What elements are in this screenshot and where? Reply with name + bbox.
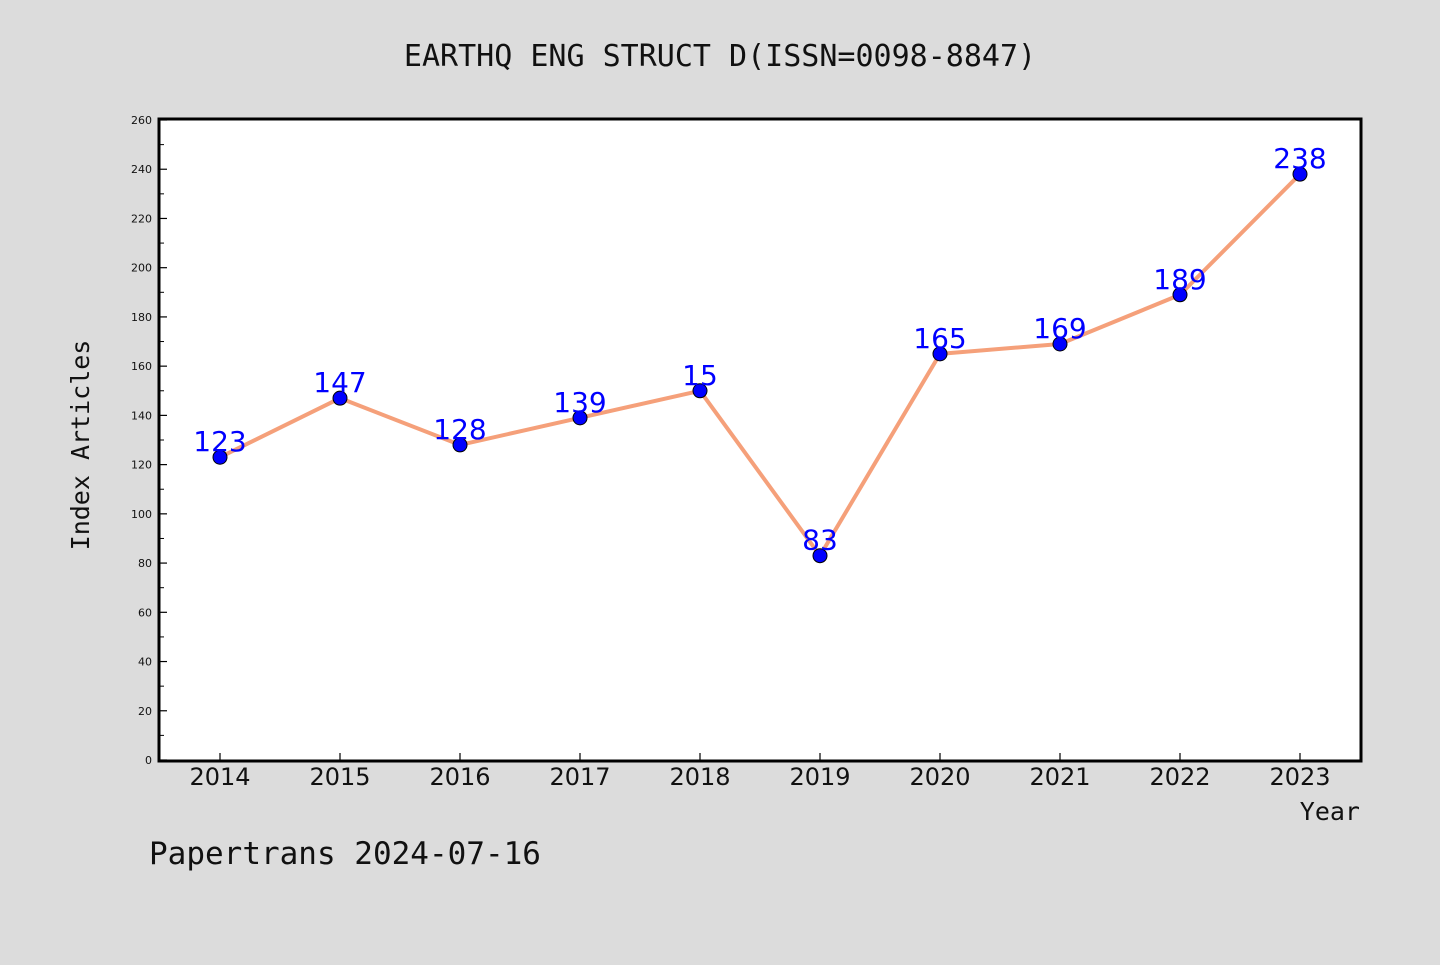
series-line — [219, 172, 1302, 558]
data-label-2015: 147 — [313, 366, 366, 399]
x-tick-label: 2019 — [789, 763, 850, 791]
x-tick-label: 2015 — [309, 763, 370, 791]
x-tick-label: 2022 — [1149, 763, 1210, 791]
x-tick-label: 2016 — [429, 763, 490, 791]
data-label-2023: 238 — [1273, 142, 1326, 175]
data-markers — [212, 166, 1308, 564]
data-label-2020: 165 — [913, 322, 966, 355]
data-point-2017 — [572, 410, 588, 426]
chart-title: EARTHQ ENG STRUCT D(ISSN=0098-8847) — [404, 39, 1036, 74]
data-point-2019 — [812, 548, 828, 564]
data-labels: 123 147 128 139 15 83 165 169 189 238 — [193, 142, 1326, 557]
x-tick-label: 2018 — [669, 763, 730, 791]
y-tick-label: 120 — [131, 459, 152, 472]
x-tick-label: 2023 — [1269, 763, 1330, 791]
y-tick-label: 140 — [131, 409, 152, 422]
footer-text: Papertrans 2024-07-16 — [149, 836, 541, 872]
data-label-2017: 139 — [553, 386, 606, 419]
y-tick-label: 20 — [138, 705, 152, 718]
y-tick-label: 200 — [131, 262, 152, 275]
y-tick-label: 260 — [131, 114, 152, 127]
data-label-2014: 123 — [193, 425, 246, 458]
y-tick-label: 100 — [131, 508, 152, 521]
data-label-2022: 189 — [1153, 263, 1206, 296]
y-axis-label: Index Articles — [66, 340, 95, 551]
x-tick-label: 2021 — [1029, 763, 1090, 791]
data-label-2021: 169 — [1033, 312, 1086, 345]
data-point-2020 — [932, 346, 948, 362]
data-point-2016 — [452, 437, 468, 453]
data-point-2018 — [692, 383, 708, 399]
plot-area — [157, 117, 1363, 763]
y-tick-label: 80 — [138, 557, 152, 570]
y-tick-label: 160 — [131, 360, 152, 373]
data-label-2019: 83 — [802, 524, 838, 557]
y-tick-label: 180 — [131, 311, 152, 324]
data-point-2014 — [212, 449, 228, 465]
x-tick-label: 2020 — [909, 763, 970, 791]
x-tick-label: 2014 — [189, 763, 250, 791]
data-point-2022 — [1172, 287, 1188, 303]
y-tick-label: 60 — [138, 606, 152, 619]
y-tick-label: 240 — [131, 163, 152, 176]
data-label-2018: 15 — [682, 359, 718, 392]
y-tick-label: 0 — [145, 754, 152, 767]
y-axis: 0 20 40 60 80 100 120 140 160 180 200 220 240 260 — [131, 114, 167, 767]
data-label-2016: 128 — [433, 413, 486, 446]
y-tick-label: 220 — [131, 212, 152, 225]
data-point-2023 — [1292, 166, 1308, 182]
x-axis-label: Year — [1300, 797, 1360, 826]
x-tick-label: 2017 — [549, 763, 610, 791]
data-point-2021 — [1052, 336, 1068, 352]
data-point-2015 — [332, 390, 348, 406]
y-tick-label: 40 — [138, 656, 152, 669]
x-axis: 2014 2015 2016 2017 2018 2019 2020 2021 2022 2023 — [189, 753, 1331, 791]
